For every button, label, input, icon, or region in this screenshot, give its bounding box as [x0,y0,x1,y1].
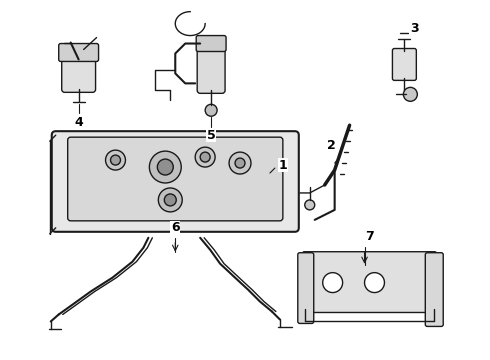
Circle shape [105,150,125,170]
FancyBboxPatch shape [298,253,314,323]
Circle shape [229,152,251,174]
FancyBboxPatch shape [302,252,437,312]
FancyBboxPatch shape [62,54,96,92]
Text: 2: 2 [327,139,336,152]
Circle shape [205,104,217,116]
Circle shape [235,158,245,168]
Text: 7: 7 [365,230,374,243]
FancyBboxPatch shape [59,44,98,62]
Text: 3: 3 [410,22,418,35]
Text: 1: 1 [278,158,287,172]
Circle shape [403,87,417,101]
Circle shape [305,200,315,210]
FancyBboxPatch shape [425,253,443,327]
Circle shape [365,273,385,293]
Circle shape [149,151,181,183]
FancyBboxPatch shape [197,42,225,93]
Circle shape [157,159,173,175]
Text: 4: 4 [74,116,83,129]
FancyBboxPatch shape [196,36,226,51]
FancyBboxPatch shape [68,137,283,221]
Circle shape [195,147,215,167]
Circle shape [164,194,176,206]
FancyBboxPatch shape [52,131,299,232]
Circle shape [158,188,182,212]
Circle shape [111,155,121,165]
FancyBboxPatch shape [392,49,416,80]
Text: 6: 6 [171,221,179,234]
Text: 5: 5 [207,129,216,142]
Circle shape [323,273,343,293]
Circle shape [200,152,210,162]
